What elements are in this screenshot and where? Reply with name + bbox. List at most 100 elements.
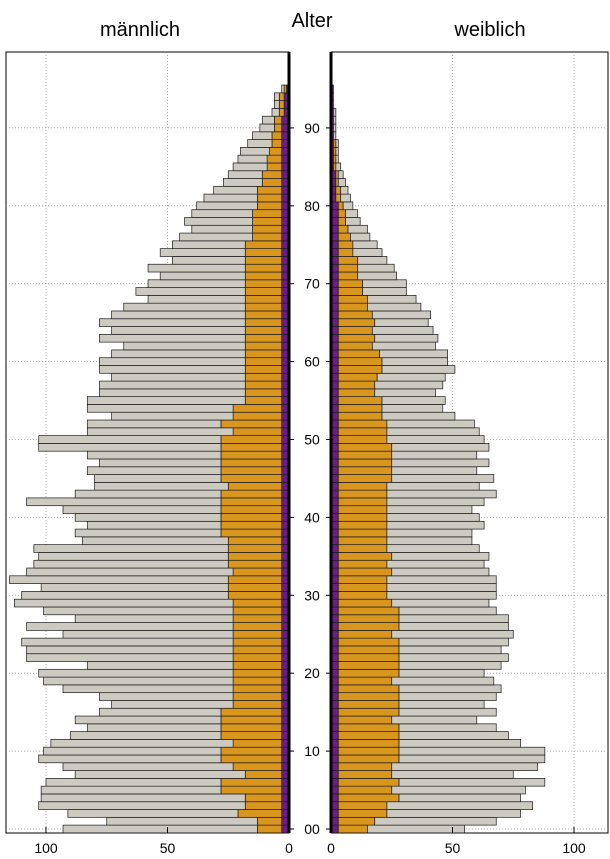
male-bar-age-26-seg-1 [232,622,283,631]
female-bar-age-84-seg-1 [335,170,339,179]
male-bar-age-82-seg-1 [257,185,283,195]
male-bar-age-9-seg-1 [220,754,283,764]
female-bar-age-20-seg-1 [337,668,400,678]
female-bar-age-84-seg-2 [337,170,344,179]
male-bar-age-36-seg-2 [33,544,229,553]
male-bar-age-50-seg-2 [38,435,222,444]
male-bar-age-19-seg-1 [232,676,283,686]
male-bar-age-28-seg-2 [43,606,234,616]
male-bar-age-60-seg-1 [244,357,283,366]
male-bar-age-17-seg-2 [99,692,234,701]
age-tick-label: 90 [304,120,320,136]
male-bar-age-57-seg-2 [99,380,246,390]
age-tick-label: 20 [304,665,320,681]
male-bar-age-47-seg-1 [220,458,283,468]
male-bar-age-16-seg-2 [111,700,234,709]
male-bar-age-57-seg-1 [244,380,283,390]
female-bar-age-51-seg-2 [386,427,480,436]
age-tick-label: 60 [304,354,320,370]
female-bar-age-40-seg-2 [386,513,480,522]
female-bar-age-8-seg-1 [337,762,393,771]
female-bar-age-29-seg-1 [337,598,393,608]
female-bar-age-54-seg-1 [337,404,383,413]
female-bar-age-59-seg-1 [337,365,383,374]
male-bar-age-22-seg-1 [232,653,283,662]
female-bar-age-16-seg-1 [337,700,400,709]
male-bar-age-19-seg-2 [43,676,234,686]
female-bar-age-79-seg-2 [345,209,359,218]
female-bar-age-46-seg-1 [337,466,393,475]
male-bar-age-15-seg-2 [99,707,222,717]
male-bar-age-30-seg-1 [227,591,283,600]
x-tick-label-right: 100 [562,840,586,856]
female-bar-age-56-seg-1 [337,388,376,398]
female-bar-age-43-seg-2 [386,489,497,499]
female-bar-age-36-seg-2 [386,544,480,553]
female-bar-age-51-seg-1 [337,427,388,436]
female-bar-age-66-seg-2 [371,310,431,320]
female-bar-age-70-seg-1 [337,279,363,288]
female-bar-age-10-seg-2 [398,746,546,756]
female-bar-age-80-seg-2 [342,201,354,211]
male-bar-age-31-seg-1 [227,583,283,592]
female-bar-age-5-seg-2 [391,785,526,795]
female-bar-age-27-seg-1 [337,614,400,623]
male-bar-age-26-seg-2 [26,622,234,631]
female-bar-age-56-seg-2 [374,388,436,398]
female-bar-age-21-seg-1 [337,661,400,670]
female-bar-age-86-seg-1 [333,154,337,164]
male-bar-age-89-seg-1 [271,131,283,140]
male-bar-age-94-seg-2 [274,92,280,101]
male-bar-age-40-seg-2 [74,513,222,522]
female-bar-age-61-seg-1 [337,349,380,359]
female-bar-age-12-seg-2 [398,731,509,740]
female-bar-age-64-seg-2 [371,326,434,335]
female-bar-age-18-seg-1 [337,684,400,694]
female-bar-age-72-seg-2 [357,263,395,273]
male-bar-age-82-seg-2 [213,185,258,195]
male-bar-age-5-seg-1 [220,785,283,795]
female-bar-age-53-seg-2 [381,411,456,421]
female-bar-age-23-seg-2 [398,645,502,655]
male-bar-age-49-seg-2 [38,443,222,452]
male-bar-age-61-seg-2 [111,349,246,359]
male-bar-age-8-seg-2 [62,762,234,771]
male-bar-age-43-seg-1 [220,489,283,499]
male-bar-age-31-seg-2 [40,583,229,592]
female-bar-age-55-seg-1 [337,396,383,405]
female-bar-age-67-seg-1 [337,302,368,312]
female-bar-age-74-seg-2 [352,248,383,257]
male-bar-age-47-seg-2 [99,458,222,468]
female-bar-age-71-seg-2 [357,271,397,281]
male-bar-age-63-seg-2 [99,333,246,343]
x-tick-label-right: 0 [327,840,335,856]
female-bar-age-39-seg-2 [386,520,485,530]
male-bar-age-81-seg-1 [257,193,283,203]
male-bar-age-15-seg-1 [220,707,283,717]
female-bar-age-78-seg-1 [337,217,346,226]
female-bar-age-11-seg-2 [398,739,521,748]
male-bar-age-94-seg-1 [278,92,285,101]
male-bar-age-23-seg-2 [26,645,234,655]
female-bar-age-34-seg-2 [386,559,485,569]
male-bar-age-33-seg-2 [26,567,234,577]
male-bar-age-29-seg-2 [14,598,234,608]
male-bar-age-38-seg-2 [74,528,222,538]
female-bar-age-63-seg-2 [374,333,439,343]
male-bar-age-88-seg-1 [271,139,283,148]
female-bar-age-57-seg-2 [374,380,444,390]
male-bar-age-86-seg-1 [266,154,283,164]
female-bar-age-81-seg-2 [340,193,351,203]
female-bar-age-25-seg-1 [337,630,393,639]
male-bar-age-87-seg-1 [269,147,283,156]
male-bar-age-17-seg-1 [232,692,283,701]
male-bar-age-56-seg-1 [244,388,283,398]
female-bar-age-78-seg-2 [345,217,361,226]
female-bar-age-62-seg-2 [371,341,436,351]
female-bar-age-87-seg-2 [335,147,339,156]
male-bar-age-53-seg-1 [232,411,283,421]
male-bar-age-4-seg-2 [40,793,246,803]
male-bar-age-14-seg-2 [74,715,222,725]
male-bar-age-84-seg-1 [261,170,283,179]
